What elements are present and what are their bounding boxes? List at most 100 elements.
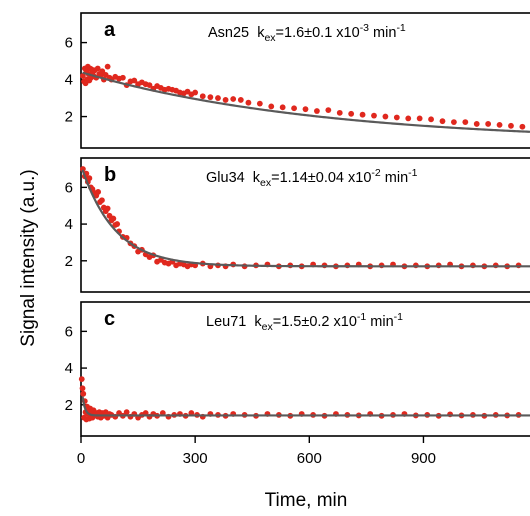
annotation-unit: min [369,25,396,41]
x-axis-title: Time, min [265,490,348,511]
annotation-residue: Glu34 [206,170,245,186]
data-point [215,95,221,101]
annotation-k-sub: ex [264,32,276,44]
annotation-value: =1.14±0.04 x10 [271,170,371,186]
data-point [256,100,263,107]
data-point [104,205,111,212]
data-point [314,108,320,114]
data-point [114,221,121,227]
data-point [78,376,85,382]
data-point [450,119,457,126]
data-point [268,103,275,110]
rate-annotation: Glu34 kex=1.14±0.04 x10-2 min-1 [206,167,418,189]
annotation-unit: min [381,170,408,186]
data-point [393,114,400,121]
panel-frame [80,12,530,149]
annotation-unit-exp: -1 [408,167,417,179]
data-point [192,89,199,96]
x-tick-label: 600 [297,450,322,467]
annotation-exp: -2 [371,167,380,179]
y-tick-label: 6 [65,35,73,52]
data-point [222,97,229,103]
data-point [291,105,297,112]
data-point [405,115,412,122]
data-point [279,104,286,111]
panel-c: 2 4 6 c Leu71 kex=1.5±0.2 x10-1 min-1 [65,301,530,437]
data-point [473,121,480,127]
data-point [462,119,469,126]
annotation-k: k [257,25,265,41]
data-point [485,121,492,127]
data-point [95,189,102,195]
data-point [110,215,117,222]
panel-a: 2 4 6 a Asn25 kex=1.6±0.1 x10-3 min-1 [65,12,530,149]
data-point [119,74,126,81]
data-point [99,68,106,75]
data-point [86,175,93,182]
annotation-value: =1.5±0.2 x10 [273,314,357,330]
data-point [359,111,366,118]
panel-letter: a [104,19,116,41]
x-tick-label: 900 [411,450,436,467]
data-point [428,116,434,123]
data-point [416,115,423,122]
y-tick-label: 2 [65,397,73,414]
panels: 2 4 6 a Asn25 kex=1.6±0.1 x10-3 min-1 2 4 6 b Glu… [65,12,530,437]
data-point [371,112,377,119]
annotation-k: k [253,170,261,186]
data-point [80,390,87,397]
panel-frame [80,301,530,437]
y-tick-label: 2 [65,253,73,270]
y-tick-label: 2 [65,109,73,126]
data-point [80,166,86,172]
data-point [496,121,503,128]
data-point [99,197,105,204]
annotation-k-sub: ex [260,177,272,189]
data-point [519,123,526,130]
data-point [230,96,237,102]
annotation-exp: -1 [357,311,366,323]
data-point [104,63,111,70]
panel-frame [80,157,530,293]
annotation-unit-exp: -1 [396,22,405,34]
annotation-space [246,314,254,330]
annotation-k: k [254,314,262,330]
data-point [245,99,252,106]
data-point [207,94,214,101]
x-axis: 0 300 600 900 [77,436,436,467]
x-tick-label: 300 [183,450,208,467]
rate-annotation: Asn25 kex=1.6±0.1 x10-3 min-1 [208,22,406,44]
data-point [237,97,244,103]
fit-curve [82,71,530,133]
y-tick-label: 6 [65,323,73,340]
data-point [79,385,86,392]
fit-curve [81,169,530,268]
annotation-space [249,25,257,41]
data-point [131,77,138,84]
annotation-unit: min [366,314,393,330]
y-tick-label: 4 [65,72,73,89]
x-tick-label: 0 [77,450,85,467]
data-point [94,65,101,72]
annotation-value: =1.6±0.1 x10 [276,25,360,41]
y-tick-label: 6 [65,179,73,196]
annotation-residue: Asn25 [208,25,249,41]
annotation-space [245,170,253,186]
data-point [508,122,514,129]
panel-b: 2 4 6 b Glu34 kex=1.14±0.04 x10-2 min-1 [65,157,530,293]
rate-annotation: Leu71 kex=1.5±0.2 x10-1 min-1 [206,311,403,333]
y-tick-label: 4 [65,360,73,377]
annotation-unit-exp: -1 [394,311,403,323]
data-point [123,409,130,416]
data-point [439,118,446,125]
data-point [302,106,309,113]
panel-letter: b [104,164,116,186]
y-tick-label: 4 [65,216,73,233]
data-point [146,82,153,89]
annotation-k-sub: ex [262,321,274,333]
panel-letter: c [104,308,115,330]
data-point [382,113,389,120]
fit-curve [81,396,530,417]
data-point [80,72,86,79]
